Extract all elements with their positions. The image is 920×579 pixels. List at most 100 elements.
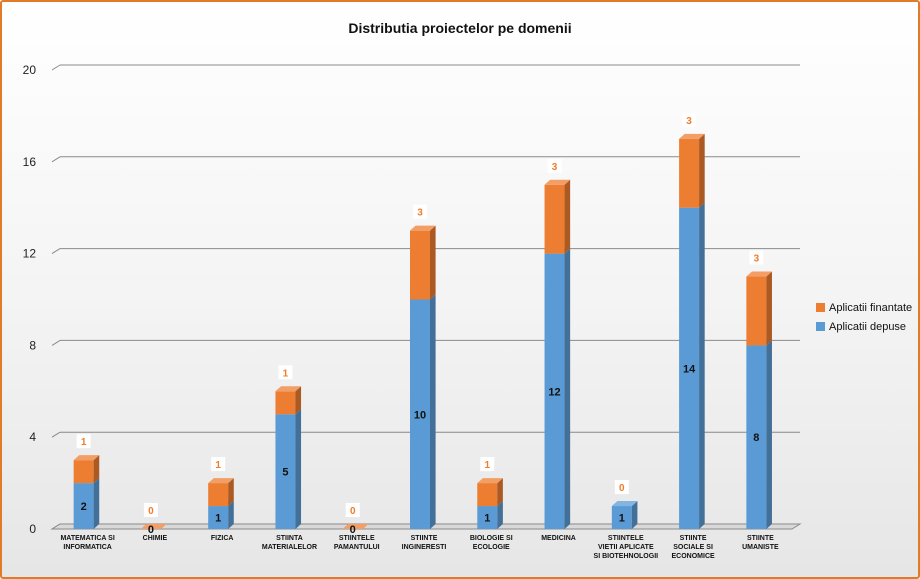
data-label-finantate-bg	[413, 204, 427, 219]
x-category-label: MATERIALELOR	[262, 544, 317, 551]
bar-finantate-side	[295, 386, 302, 415]
x-category-label: FIZICA	[211, 535, 234, 542]
x-category-label: STIINTELE	[339, 535, 375, 542]
gridline-depth	[51, 156, 61, 163]
data-label-finantate: 3	[417, 208, 423, 219]
bar-depuse-side	[631, 501, 638, 529]
x-category-label: CHIMIE	[143, 535, 168, 542]
bar-finantate-top	[73, 455, 100, 461]
bar-depuse-side	[93, 478, 100, 529]
bar-finantate-top	[746, 271, 772, 277]
bar-finantate-top	[544, 179, 571, 185]
bar-depuse-front	[746, 345, 767, 529]
bar-depuse-side	[699, 202, 705, 529]
bar-finantate-top	[208, 478, 234, 484]
data-label-finantate-bg	[345, 503, 360, 517]
data-label-depuse: 12	[548, 386, 560, 398]
y-tick-label: 20	[23, 63, 37, 77]
legend-item-depuse: Aplicatii depuse	[816, 317, 912, 336]
y-tick-label: 0	[29, 522, 36, 536]
bar-finantate-side	[766, 271, 772, 346]
x-category-label: INGINERESTI	[402, 544, 447, 551]
data-label-depuse: 14	[683, 363, 696, 375]
bar-depuse-front	[544, 253, 565, 529]
x-category-label: UMANISTE	[742, 544, 779, 551]
bar-depuse-front	[73, 483, 94, 529]
x-category-label: MEDICINA	[541, 535, 576, 542]
gridline-depth	[51, 248, 61, 255]
data-label-depuse: 1	[215, 513, 221, 525]
data-label-finantate: 0	[148, 506, 154, 517]
legend-swatch-depuse	[816, 322, 825, 331]
data-label-finantate: 1	[484, 460, 490, 471]
gridline-depth	[51, 339, 61, 346]
x-category-label: STIINTELE	[608, 535, 644, 542]
data-label-finantate-bg	[614, 480, 629, 495]
bar-finantate-side	[497, 478, 503, 507]
x-category-label: STIINTA	[276, 535, 303, 542]
data-label-depuse: 0	[148, 524, 154, 536]
x-category-label: BIOLOGIE SI	[470, 535, 513, 542]
bar-depuse-side	[228, 501, 234, 529]
data-label-finantate: 3	[686, 116, 692, 127]
bar-finantate-top	[410, 225, 436, 231]
y-tick-label: 12	[23, 247, 37, 261]
data-label-depuse: 0	[350, 524, 356, 536]
data-label-depuse: 1	[484, 513, 490, 525]
x-category-label: SI BIOTEHNOLOGII	[594, 553, 659, 560]
bar-depuse-side	[564, 248, 571, 529]
bar-depuse-top	[611, 501, 638, 507]
data-label-finantate: 1	[81, 437, 87, 448]
data-label-finantate-bg	[547, 158, 562, 173]
y-tick-label: 16	[23, 155, 37, 169]
x-category-label: SOCIALE SI	[673, 544, 713, 551]
y-tick-label: 4	[29, 430, 36, 444]
data-label-finantate: 1	[283, 368, 289, 379]
bar-depuse-front	[275, 414, 296, 529]
legend-label-finantate: Aplicatii finantate	[829, 301, 913, 314]
bar-finantate-front	[544, 184, 565, 254]
gridline-depth	[51, 431, 61, 438]
data-label-depuse: 8	[753, 432, 759, 444]
data-label-finantate-bg	[211, 457, 226, 472]
bar-depuse-front	[477, 506, 498, 529]
bar-finantate-top	[477, 478, 503, 484]
bar-finantate-front	[73, 460, 94, 484]
data-label-depuse: 5	[282, 467, 288, 479]
x-category-label: STIINTE	[747, 535, 774, 542]
bar-depuse-front	[611, 506, 632, 529]
bar-depuse-side	[497, 501, 503, 529]
bar-finantate-front	[477, 483, 498, 507]
x-category-label: VIETII APLICATE	[598, 544, 654, 551]
legend-item-finantate: Aplicatii finantate	[816, 298, 912, 317]
bar-finantate-top	[342, 524, 369, 529]
bar-finantate-side	[699, 133, 705, 208]
data-label-finantate-bg	[143, 503, 158, 517]
bar-finantate-top	[679, 133, 705, 139]
bar-depuse-front	[208, 506, 229, 529]
bar-depuse-front	[679, 207, 700, 529]
data-label-finantate-bg	[749, 250, 764, 265]
x-category-label: PAMANTULUI	[334, 544, 380, 551]
data-label-finantate-bg	[278, 365, 293, 380]
data-label-finantate: 0	[619, 483, 625, 494]
x-category-label: ECOLOGIE	[473, 544, 510, 551]
bar-finantate-top	[275, 386, 302, 392]
x-category-label: INFORMATICA	[63, 544, 111, 551]
data-label-depuse: 1	[619, 513, 625, 525]
bar-finantate-top	[140, 524, 167, 529]
bar-depuse-side	[295, 409, 302, 529]
bar-finantate-front	[679, 138, 700, 208]
data-label-finantate: 1	[215, 460, 221, 471]
data-label-finantate-bg	[480, 457, 495, 472]
bar-depuse-side	[430, 294, 436, 529]
data-label-finantate-bg	[682, 112, 697, 127]
bar-finantate-side	[228, 478, 234, 507]
chart-title: Distributia proiectelor pe domenii	[348, 20, 572, 36]
y-tick-label: 8	[29, 338, 36, 352]
data-label-depuse: 10	[414, 409, 426, 421]
data-label-finantate: 0	[350, 506, 356, 517]
bar-finantate-front	[746, 276, 767, 346]
legend-label-depuse: Aplicatii depuse	[829, 320, 907, 333]
